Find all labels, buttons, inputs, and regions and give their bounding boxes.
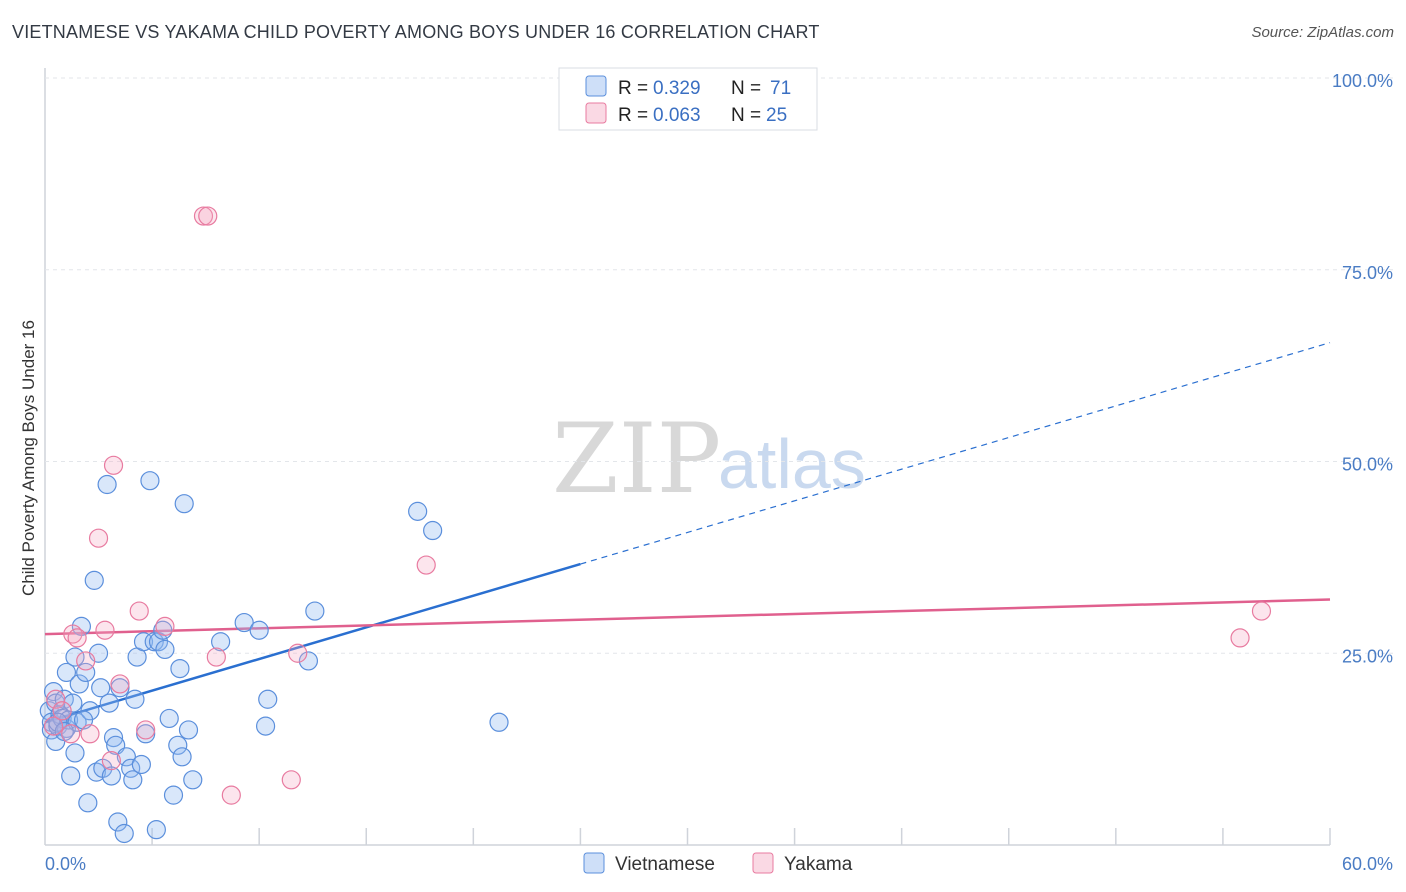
point-yakama-24 bbox=[1251, 601, 1272, 621]
point-vietnamese-38 bbox=[123, 770, 143, 790]
point-yakama-15 bbox=[155, 616, 175, 637]
point-vietnamese-3 bbox=[43, 681, 64, 702]
point-vietnamese-42 bbox=[133, 632, 154, 652]
point-yakama-19 bbox=[221, 785, 241, 805]
legend-n-label-2: N = bbox=[731, 105, 761, 126]
x-tick-label-min: 0.0% bbox=[45, 854, 86, 874]
trend-line-yakama bbox=[44, 598, 1331, 636]
point-vietnamese-54 bbox=[172, 747, 192, 767]
chart-source: Source: ZipAtlas.com bbox=[1251, 24, 1394, 41]
bottom-legend: Vietnamese Yakama bbox=[583, 852, 853, 875]
point-vietnamese-66 bbox=[423, 520, 443, 541]
point-vietnamese-59 bbox=[234, 612, 254, 633]
point-yakama-12 bbox=[110, 674, 130, 694]
chart-title: VIETNAMESE VS YAKAMA CHILD POVERTY AMONG… bbox=[12, 22, 820, 42]
point-vietnamese-63 bbox=[298, 651, 319, 671]
point-yakama-1 bbox=[46, 689, 66, 709]
trend-line-vietnamese-extrapolated bbox=[580, 342, 1331, 565]
legend-r-value-1: 0.329 bbox=[653, 78, 701, 99]
point-vietnamese-15 bbox=[65, 743, 85, 763]
point-vietnamese-16 bbox=[65, 647, 85, 667]
point-vietnamese-58 bbox=[211, 632, 231, 652]
point-vietnamese-62 bbox=[258, 689, 278, 709]
point-yakama-7 bbox=[80, 724, 100, 744]
point-vietnamese-37 bbox=[121, 758, 141, 778]
y-axis-label: Child Poverty Among Boys Under 16 bbox=[19, 320, 38, 596]
point-vietnamese-53 bbox=[170, 658, 190, 679]
point-vietnamese-39 bbox=[125, 689, 145, 709]
point-yakama-23 bbox=[1230, 628, 1250, 648]
legend-swatch-vietnamese bbox=[585, 75, 607, 97]
point-vietnamese-28 bbox=[97, 474, 117, 495]
point-yakama-17 bbox=[198, 206, 218, 226]
point-vietnamese-18 bbox=[69, 674, 89, 694]
point-vietnamese-23 bbox=[84, 570, 104, 590]
point-vietnamese-41 bbox=[131, 754, 151, 775]
bottom-legend-swatch-vietnamese bbox=[583, 852, 605, 874]
point-vietnamese-50 bbox=[159, 708, 179, 729]
point-vietnamese-31 bbox=[103, 728, 124, 748]
y-tick-label-50: 50.0% bbox=[1342, 455, 1393, 475]
point-vietnamese-29 bbox=[99, 693, 119, 713]
point-yakama-13 bbox=[129, 601, 149, 621]
point-vietnamese-13 bbox=[61, 766, 81, 786]
point-yakama-20 bbox=[281, 770, 301, 790]
point-vietnamese-21 bbox=[78, 793, 98, 813]
point-yakama-14 bbox=[136, 720, 156, 740]
point-vietnamese-30 bbox=[101, 766, 121, 786]
point-vietnamese-36 bbox=[116, 747, 136, 767]
point-yakama-2 bbox=[52, 701, 72, 721]
watermark-atlas: atlas bbox=[718, 425, 866, 503]
point-vietnamese-65 bbox=[408, 501, 428, 521]
legend-box-frame bbox=[558, 67, 818, 131]
point-vietnamese-20 bbox=[76, 662, 96, 683]
legend-n-label-1: N = bbox=[731, 78, 761, 99]
y-tick-label-100: 100.0% bbox=[1332, 71, 1393, 91]
point-yakama-5 bbox=[67, 628, 87, 648]
legend-box: R = 0.329 N = 71 R = 0.063 N = 25 bbox=[558, 67, 818, 131]
point-yakama-16 bbox=[193, 206, 214, 226]
bottom-legend-swatch-yakama bbox=[752, 852, 774, 874]
point-yakama-18 bbox=[206, 647, 226, 667]
legend-r-label-2: R = bbox=[618, 105, 648, 126]
point-vietnamese-57 bbox=[183, 770, 203, 790]
legend-r-value-2: 0.063 bbox=[653, 105, 701, 126]
bottom-legend-label-yakama: Yakama bbox=[784, 854, 853, 875]
point-vietnamese-56 bbox=[178, 720, 199, 740]
legend-n-value-2: 25 bbox=[766, 105, 787, 126]
legend-n-value-1: 71 bbox=[770, 78, 791, 99]
point-yakama-22 bbox=[416, 555, 436, 575]
point-yakama-21 bbox=[288, 643, 308, 663]
point-vietnamese-11 bbox=[56, 662, 77, 683]
point-vietnamese-46 bbox=[146, 820, 166, 840]
point-yakama-6 bbox=[76, 651, 96, 671]
point-yakama-0 bbox=[43, 716, 64, 736]
point-vietnamese-64 bbox=[305, 601, 325, 621]
bottom-legend-label-vietnamese: Vietnamese bbox=[615, 854, 715, 875]
y-tick-label-75: 75.0% bbox=[1342, 263, 1393, 283]
point-vietnamese-26 bbox=[91, 678, 111, 698]
point-vietnamese-61 bbox=[255, 716, 276, 736]
trend-line-vietnamese bbox=[44, 562, 581, 724]
x-tick-label-max: 60.0% bbox=[1342, 854, 1393, 874]
point-yakama-9 bbox=[95, 620, 115, 640]
point-vietnamese-44 bbox=[140, 471, 160, 491]
point-vietnamese-55 bbox=[174, 494, 194, 514]
point-yakama-10 bbox=[101, 751, 121, 771]
legend-r-label-1: R = bbox=[618, 78, 648, 99]
point-vietnamese-33 bbox=[108, 812, 128, 832]
point-vietnamese-51 bbox=[163, 785, 184, 805]
point-yakama-8 bbox=[88, 528, 109, 548]
point-yakama-11 bbox=[103, 455, 124, 475]
watermark-zip: ZIP bbox=[552, 403, 721, 515]
point-vietnamese-49 bbox=[155, 639, 175, 660]
point-vietnamese-67 bbox=[489, 712, 509, 732]
point-vietnamese-35 bbox=[114, 823, 134, 844]
point-vietnamese-60 bbox=[249, 620, 269, 640]
legend-swatch-yakama bbox=[585, 102, 607, 124]
point-yakama-3 bbox=[61, 724, 81, 744]
point-vietnamese-52 bbox=[168, 735, 188, 755]
y-tick-label-25: 25.0% bbox=[1342, 646, 1393, 666]
